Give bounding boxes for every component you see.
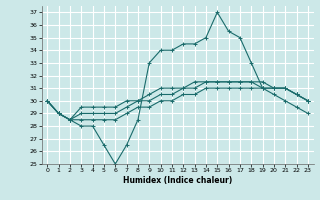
X-axis label: Humidex (Indice chaleur): Humidex (Indice chaleur) [123, 176, 232, 185]
